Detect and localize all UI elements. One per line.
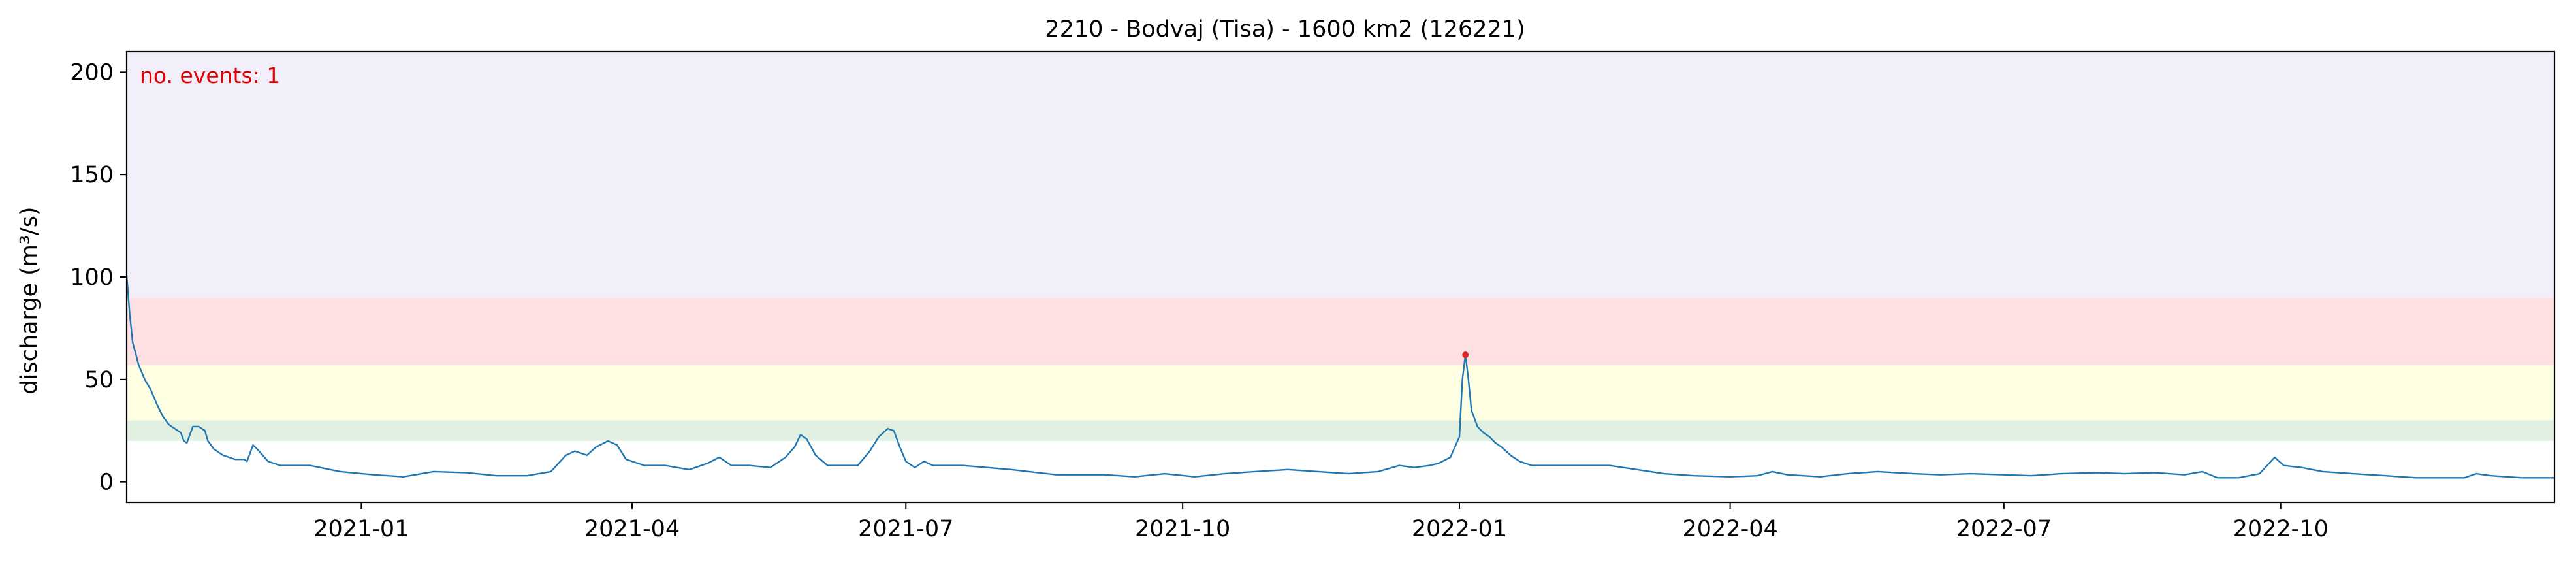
x-tick-label: 2021-07 (858, 516, 953, 542)
y-tick-label: 100 (70, 265, 114, 291)
event-marker-0 (1462, 351, 1469, 359)
y-axis-label: discharge (m³/s) (16, 206, 42, 394)
y-tick-label: 0 (99, 470, 114, 496)
discharge-series-line (125, 274, 2554, 479)
events-count-annotation: no. events: 1 (140, 63, 280, 88)
x-tick-label: 2022-04 (1683, 516, 1778, 542)
threshold-band-3 (127, 52, 2554, 298)
event-markers (1462, 351, 1469, 359)
threshold-band-2 (127, 297, 2554, 365)
threshold-band-0 (127, 420, 2554, 441)
x-tick-label: 2022-10 (2233, 516, 2329, 542)
x-tick-label: 2021-04 (584, 516, 680, 542)
x-tick-label: 2021-10 (1135, 516, 1230, 542)
x-axis-ticks: 2021-01 2021-04 2021-07 2021-10 2022-01 2022-… (313, 502, 2329, 542)
y-tick-label: 200 (70, 59, 114, 86)
threshold-band-1 (127, 365, 2554, 421)
y-axis-ticks: 0 50 100 150 200 (70, 59, 127, 496)
threshold-bands (127, 52, 2554, 441)
y-tick-label: 150 (70, 162, 114, 188)
chart-title: 2210 - Bodvaj (Tisa) - 1600 km2 (126221) (1045, 16, 1525, 42)
plot-area (125, 274, 2554, 479)
x-tick-label: 2022-01 (1412, 516, 1507, 542)
x-tick-label: 2022-07 (1956, 516, 2052, 542)
y-tick-label: 50 (84, 367, 114, 393)
x-tick-label: 2021-01 (313, 516, 409, 542)
